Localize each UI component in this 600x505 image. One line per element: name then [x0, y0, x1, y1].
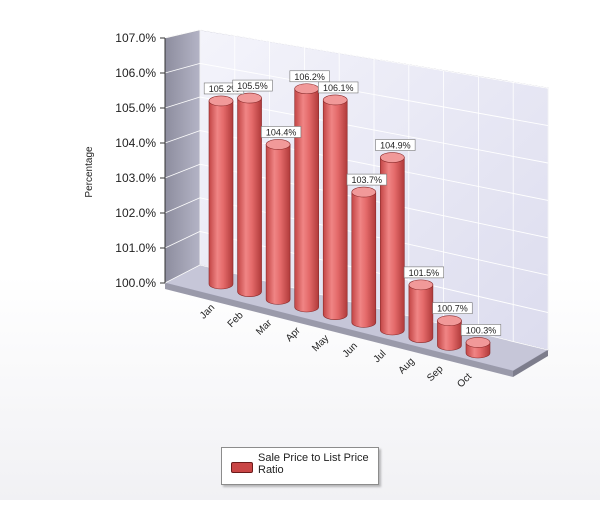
x-tick-label: Sep — [425, 363, 446, 384]
grid-line-side — [164, 231, 201, 249]
grid-line-side — [164, 197, 201, 214]
data-labels: 105.2%105.5% 104.4% 106.2%106.1% 103.7% 104.… — [203, 70, 502, 336]
x-tick-label: Jul — [372, 348, 389, 365]
bar-top — [465, 337, 491, 348]
x-tick-label: Aug — [397, 356, 417, 376]
y-tick-label: 106.0% — [115, 66, 156, 80]
x-tick-label: Mar — [254, 317, 274, 337]
y-tick-label: 107.0% — [115, 31, 156, 45]
bar-body — [208, 100, 234, 290]
data-label: 104.9% — [380, 141, 411, 151]
data-label-box — [403, 266, 444, 279]
data-label: 104.4% — [266, 127, 297, 137]
grid-line-side — [164, 29, 201, 39]
data-label: 103.7% — [352, 175, 383, 185]
bar-body — [437, 320, 462, 351]
floor-edge-front — [165, 283, 513, 377]
bar-top — [437, 315, 462, 326]
bar-body — [351, 191, 377, 328]
data-label: 100.3% — [466, 325, 497, 335]
bar-body — [380, 157, 405, 336]
bar — [294, 83, 319, 313]
data-label: 106.2% — [294, 72, 325, 82]
data-label-box — [261, 126, 302, 138]
bar — [208, 95, 234, 290]
floor-edge-side — [513, 350, 548, 377]
bar-top — [408, 279, 434, 291]
bar — [351, 186, 377, 328]
legend: Sale Price to List Price Ratio — [221, 447, 379, 485]
y-axis: 100.0% 101.0% 102.0% 103.0% 104.0% 105.0% 106.… — [115, 31, 166, 290]
y-tick-label: 100.0% — [115, 276, 156, 290]
bar-body — [322, 99, 348, 320]
bar — [237, 92, 262, 297]
y-axis-title: Percentage — [84, 146, 95, 198]
bar-body — [265, 144, 291, 305]
bar-body — [237, 97, 262, 297]
x-tick-label: May — [310, 333, 331, 354]
grid-line-side — [164, 264, 201, 284]
data-label-box — [318, 81, 359, 94]
grid-line-side — [164, 63, 201, 74]
y-tick-label: 104.0% — [115, 136, 156, 150]
y-tick-label: 102.0% — [115, 206, 156, 220]
bar-top — [351, 186, 377, 198]
data-label-box — [375, 139, 416, 151]
data-label: 100.7% — [437, 304, 468, 314]
y-tick-label: 105.0% — [115, 101, 156, 115]
bar — [380, 152, 405, 336]
data-label: 105.2% — [209, 84, 240, 94]
data-label: 105.5% — [237, 81, 268, 91]
bar-top — [294, 83, 319, 95]
data-label-box — [232, 79, 273, 92]
grid-line-side — [164, 130, 201, 144]
bars — [208, 83, 491, 359]
data-label-box — [432, 302, 473, 314]
bar — [265, 139, 291, 305]
bar — [408, 279, 434, 343]
bar — [322, 94, 348, 320]
legend-label: Sale Price to List Price Ratio — [258, 452, 369, 476]
bar-top — [380, 152, 405, 163]
y-tick-label: 103.0% — [115, 171, 156, 185]
bar-body — [294, 88, 319, 313]
grid-line-side — [164, 163, 201, 179]
data-label: 101.5% — [409, 268, 440, 278]
x-tick-label: Oct — [455, 371, 474, 390]
grid-line-side — [164, 96, 201, 109]
bar — [437, 315, 462, 351]
data-label-box — [289, 70, 330, 83]
bar-body — [408, 284, 434, 343]
data-label-box — [460, 324, 502, 336]
data-label-box — [346, 173, 387, 186]
bar-top — [265, 139, 291, 150]
x-tick-label: Apr — [284, 325, 303, 344]
bar-top — [237, 92, 262, 104]
x-tick-label: Jun — [341, 341, 360, 360]
data-label: 106.1% — [323, 83, 354, 93]
bar — [465, 337, 491, 359]
bar-top — [208, 95, 234, 107]
x-tick-label: Feb — [226, 310, 246, 330]
x-tick-label: Jan — [198, 302, 217, 321]
y-tick-label: 101.0% — [115, 241, 156, 255]
bar-top — [322, 94, 348, 106]
legend-swatch — [231, 462, 253, 473]
